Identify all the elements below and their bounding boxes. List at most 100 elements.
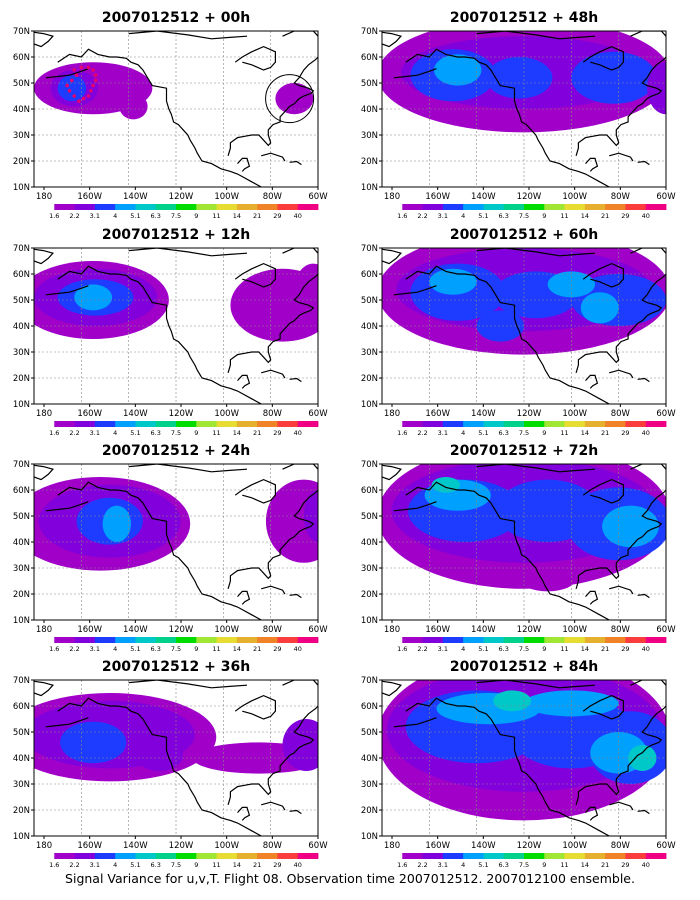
colorbar-swatch bbox=[402, 853, 423, 859]
variance-contour bbox=[486, 57, 553, 99]
colorbar-swatch bbox=[297, 421, 319, 427]
colorbar-label: 14 bbox=[233, 212, 241, 220]
lon-tick-label: 120W bbox=[517, 841, 542, 851]
lon-tick-label: 180 bbox=[384, 192, 400, 202]
colorbar-swatch bbox=[524, 853, 545, 859]
lon-tick-label: 100W bbox=[214, 841, 239, 851]
colorbar-swatch bbox=[257, 204, 278, 210]
colorbar-swatch bbox=[402, 637, 423, 643]
lon-tick-label: 160W bbox=[77, 192, 102, 202]
panel-title: 2007012512 + 12h bbox=[102, 227, 250, 243]
lon-tick-label: 60W bbox=[656, 409, 676, 419]
colorbar-label: 4 bbox=[461, 861, 465, 869]
colorbar-label: 9 bbox=[194, 212, 198, 220]
colorbar-label: 21 bbox=[601, 429, 609, 437]
lon-tick-label: 120W bbox=[169, 625, 194, 635]
lat-tick-label: 40N bbox=[13, 105, 30, 115]
lon-tick-label: 80W bbox=[611, 625, 631, 635]
lat-tick-label: 60N bbox=[13, 270, 30, 280]
colorbar: 1.6 2.2 3.1 4 5.1 6.3 7.5 9 11 14 21 29 40 bbox=[382, 637, 667, 653]
lat-tick-label: 40N bbox=[13, 322, 30, 332]
colorbar-swatch bbox=[524, 421, 545, 427]
colorbar-label: 40 bbox=[294, 212, 302, 220]
colorbar-swatch bbox=[442, 637, 464, 643]
variance-contour bbox=[524, 690, 619, 717]
colorbar-label: 7.5 bbox=[519, 645, 529, 653]
colorbar-label: 14 bbox=[581, 861, 589, 869]
variance-contour bbox=[429, 268, 477, 295]
lon-tick-label: 60W bbox=[308, 625, 328, 635]
colorbar-swatch bbox=[54, 421, 75, 427]
colorbar-swatch bbox=[503, 853, 525, 859]
lat-tick-label: 60N bbox=[13, 53, 30, 63]
colorbar-swatch bbox=[236, 421, 258, 427]
colorbar-swatch bbox=[645, 853, 667, 859]
colorbar-swatch bbox=[422, 637, 444, 643]
colorbar-swatch bbox=[196, 853, 217, 859]
colorbar-label: 1.6 bbox=[397, 212, 407, 220]
colorbar-label: 1.6 bbox=[397, 429, 407, 437]
lat-tick-label: 40N bbox=[361, 538, 378, 548]
colorbar-label: 11 bbox=[212, 861, 220, 869]
colorbar-label: 5.1 bbox=[478, 861, 488, 869]
colorbar-label: 11 bbox=[212, 645, 220, 653]
panel-title: 2007012512 + 24h bbox=[102, 443, 250, 459]
colorbar-label: 9 bbox=[542, 429, 546, 437]
lon-tick-label: 100W bbox=[214, 192, 239, 202]
colorbar-swatch bbox=[216, 204, 238, 210]
colorbar-label: 6.3 bbox=[499, 861, 509, 869]
colorbar-swatch bbox=[74, 421, 96, 427]
lon-tick-label: 80W bbox=[611, 841, 631, 851]
lon-tick-label: 160W bbox=[77, 625, 102, 635]
colorbar-label: 2.2 bbox=[69, 429, 79, 437]
variance-contour bbox=[265, 479, 318, 563]
colorbar-label: 40 bbox=[294, 861, 302, 869]
colorbar-label: 5.1 bbox=[478, 645, 488, 653]
colorbar-label: 4 bbox=[461, 429, 465, 437]
map-panel: 70N 60N 50N 40N 30N 20N 10N 180 160W 140W 120W 100W… bbox=[361, 27, 676, 220]
colorbar-swatch bbox=[176, 637, 197, 643]
colorbar: 1.6 2.2 3.1 4 5.1 6.3 7.5 9 11 14 21 29 40 bbox=[382, 853, 667, 869]
lat-tick-label: 30N bbox=[361, 564, 378, 574]
panel-title: 2007012512 + 72h bbox=[450, 443, 598, 459]
colorbar-label: 3.1 bbox=[438, 861, 448, 869]
colorbar-swatch bbox=[564, 637, 586, 643]
lat-lon-grid bbox=[34, 680, 318, 836]
colorbar-swatch bbox=[382, 204, 403, 210]
colorbar-swatch bbox=[176, 853, 197, 859]
colorbar-swatch bbox=[382, 637, 403, 643]
lon-tick-label: 80W bbox=[263, 192, 283, 202]
colorbar-swatch bbox=[503, 637, 525, 643]
colorbar-swatch bbox=[196, 421, 217, 427]
colorbar-swatch bbox=[135, 853, 157, 859]
colorbar: 1.6 2.2 3.1 4 5.1 6.3 7.5 9 11 14 21 29 40 bbox=[34, 637, 319, 653]
coastlines bbox=[382, 31, 666, 187]
lat-tick-label: 10N bbox=[361, 400, 378, 410]
colorbar-swatch bbox=[645, 637, 667, 643]
colorbar-label: 7.5 bbox=[519, 861, 529, 869]
colorbar-label: 14 bbox=[581, 645, 589, 653]
colorbar-swatch bbox=[483, 637, 505, 643]
colorbar-swatch bbox=[402, 204, 423, 210]
colorbar-label: 29 bbox=[273, 861, 281, 869]
lon-tick-label: 140W bbox=[471, 192, 496, 202]
panel-title: 2007012512 + 84h bbox=[450, 659, 598, 675]
colorbar-label: 21 bbox=[601, 212, 609, 220]
colorbar-label: 1.6 bbox=[49, 645, 59, 653]
lat-tick-label: 50N bbox=[13, 79, 30, 89]
colorbar-label: 6.3 bbox=[499, 212, 509, 220]
colorbar-label: 6.3 bbox=[151, 212, 161, 220]
colorbar-swatch bbox=[74, 204, 96, 210]
colorbar-label: 40 bbox=[642, 861, 650, 869]
lon-tick-label: 140W bbox=[123, 841, 148, 851]
lon-tick-label: 60W bbox=[308, 192, 328, 202]
colorbar-label: 29 bbox=[621, 645, 629, 653]
panel-title: 2007012512 + 00h bbox=[102, 10, 250, 26]
colorbar-swatch bbox=[94, 421, 116, 427]
lon-tick-label: 160W bbox=[425, 192, 450, 202]
colorbar-label: 6.3 bbox=[151, 645, 161, 653]
variance-field bbox=[382, 680, 666, 821]
colorbar-label: 21 bbox=[601, 861, 609, 869]
lon-tick-label: 120W bbox=[517, 192, 542, 202]
observation-area-circle-icon bbox=[265, 74, 315, 124]
